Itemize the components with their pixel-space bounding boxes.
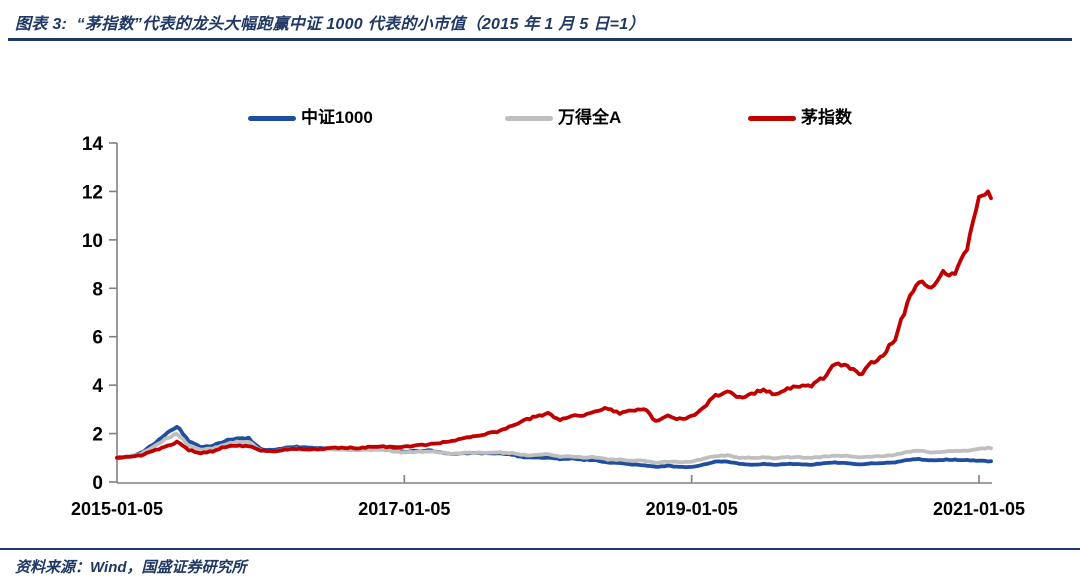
legend-swatch-csi1000 [248,115,296,121]
x-tick-label: 2019-01-05 [646,499,738,519]
series-line-3 [115,189,993,460]
legend-label-wind-all-a: 万得全A [558,108,622,127]
legend-swatch-mao-index [748,115,796,121]
y-tick-label: 0 [92,473,103,494]
y-tick-label: 4 [92,376,103,397]
legend-item-wind-all-a: 万得全A [505,108,621,128]
legend-item-mao-index: 茅指数 [748,108,852,128]
source-text: 资料来源：Wind，国盛证券研究所 [15,559,247,576]
x-tick-label: 2017-01-05 [358,499,450,519]
source-divider [0,548,1080,550]
y-tick-label: 12 [82,182,103,203]
legend-item-csi1000: 中证1000 [248,108,373,128]
y-tick-label: 6 [92,328,103,349]
y-tick-label: 14 [82,134,104,155]
legend-label-mao-index: 茅指数 [801,108,852,127]
x-tick-label: 2015-01-05 [71,499,163,519]
y-tick-label: 8 [92,279,103,300]
title-divider [8,38,1072,41]
x-tick-label: 2021-01-05 [933,499,1025,519]
figure-title: 图表 3: “茅指数”代表的龙头大幅跑赢中证 1000 代表的小市值（2015 … [15,16,645,33]
legend-label-csi1000: 中证1000 [301,108,373,127]
legend-swatch-wind-all-a [505,115,553,121]
y-tick-label: 10 [82,231,103,252]
y-tick-label: 2 [92,425,103,446]
